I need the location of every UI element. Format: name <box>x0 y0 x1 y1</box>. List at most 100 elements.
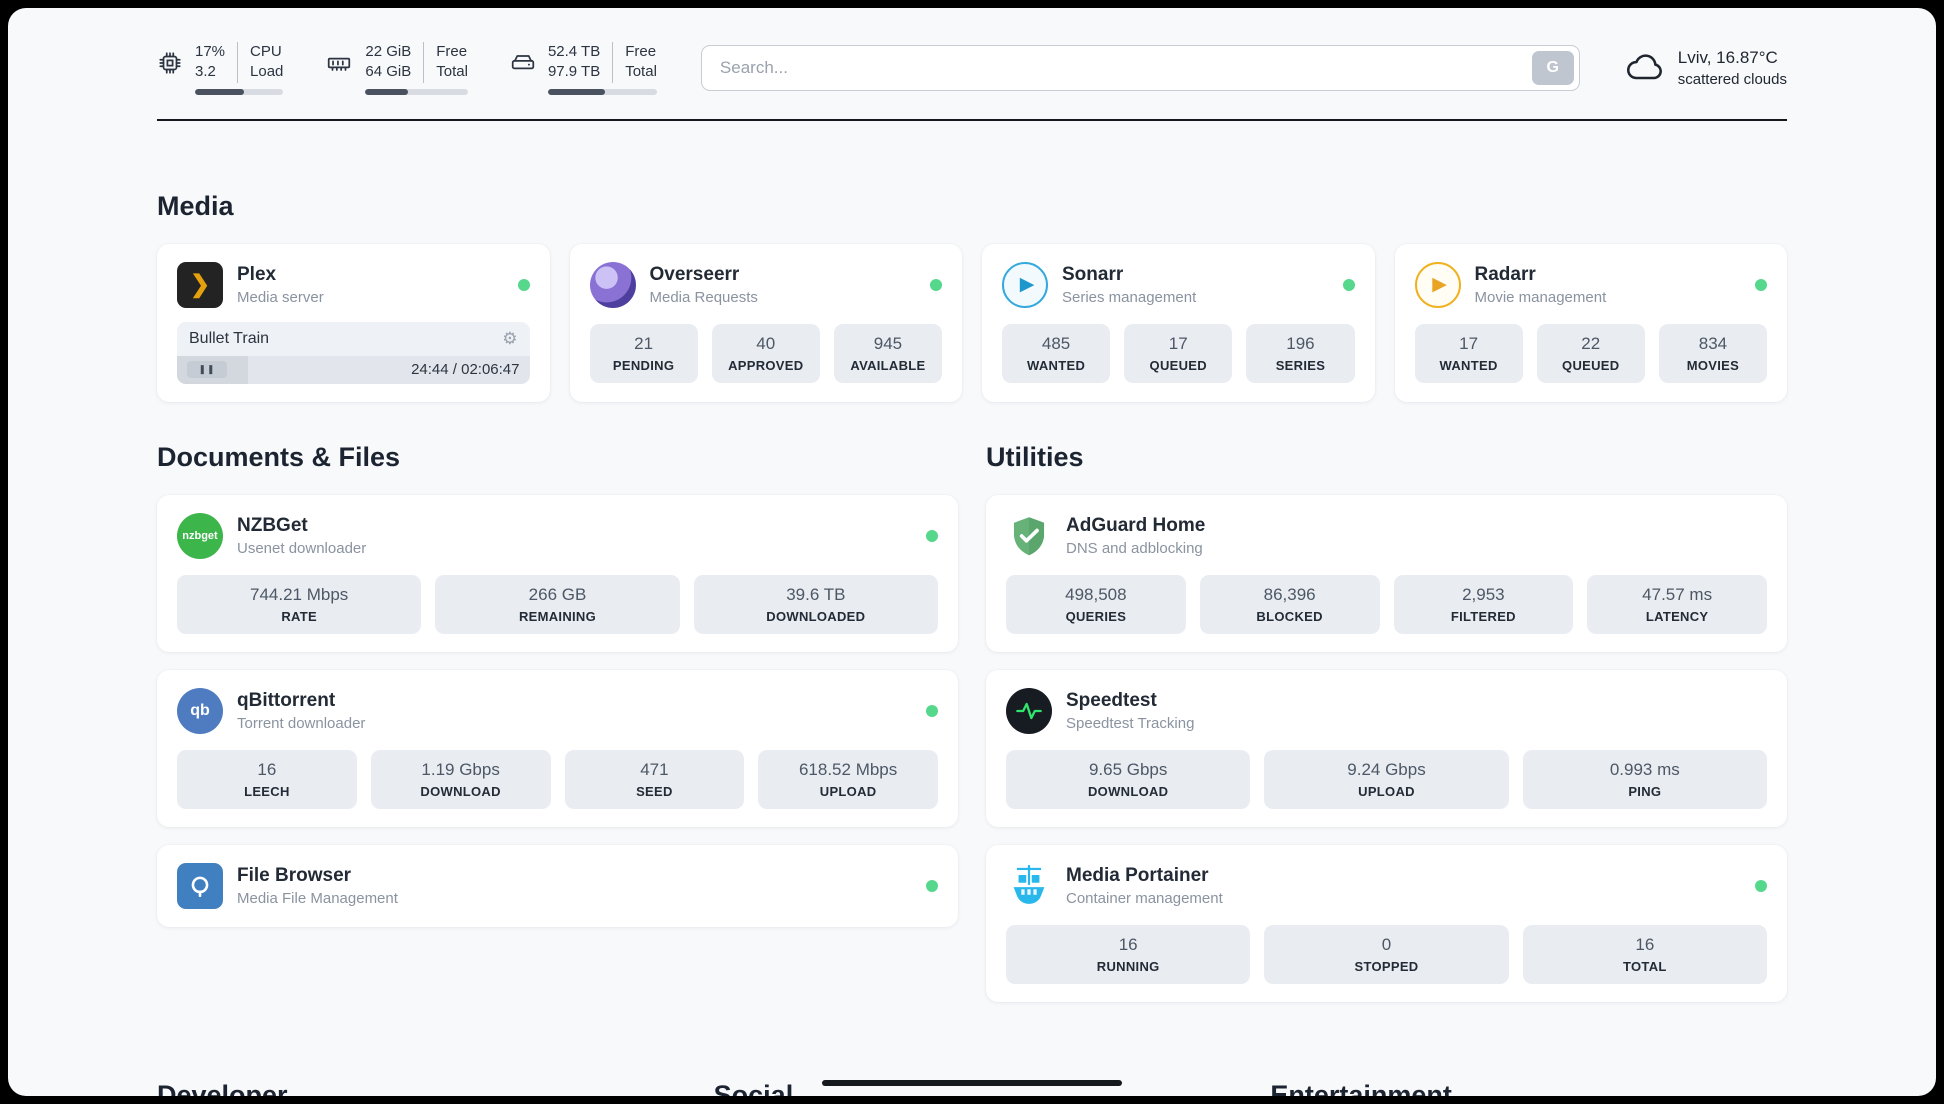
stat-upload: 9.24 Gbps UPLOAD <box>1264 749 1509 809</box>
stat-pending: 21 PENDING <box>589 323 698 383</box>
cpu-label-1: CPU <box>237 42 283 63</box>
home-indicator <box>822 1080 1122 1086</box>
stat-label: FILTERED <box>1450 608 1516 624</box>
stat-value: 945 <box>873 333 903 353</box>
stat-value: 498,508 <box>1065 584 1127 604</box>
cpu-progress-bar <box>195 88 284 95</box>
stat-upload: 618.52 Mbps UPLOAD <box>758 749 938 809</box>
stat-value: 16 <box>257 759 277 779</box>
search-input[interactable] <box>700 45 1580 92</box>
stat-label: LATENCY <box>1645 608 1709 624</box>
search-engine-button[interactable]: G <box>1531 51 1574 86</box>
utilities-section-title: Utilities <box>986 441 1084 472</box>
filebrowser-icon <box>177 862 223 909</box>
radarr-icon: ▶ <box>1414 261 1461 308</box>
entertainment-section-title: Entertainment <box>1270 1079 1452 1097</box>
stat-download: 1.19 Gbps DOWNLOAD <box>370 749 551 809</box>
app-name: File Browser <box>237 864 352 886</box>
app-name: Overseerr <box>649 263 740 285</box>
app-subtitle: Media File Management <box>237 889 398 907</box>
app-subtitle: Media server <box>237 288 324 306</box>
nzbget-icon: nzbget <box>177 512 223 559</box>
stat-value: 471 <box>640 759 669 779</box>
stat-label: MOVIES <box>1686 357 1740 373</box>
stat-value: 266 GB <box>528 584 587 604</box>
cpu-label-2: Load <box>237 62 283 83</box>
app-name: AdGuard Home <box>1066 514 1206 536</box>
gear-icon[interactable]: ⚙ <box>502 328 518 348</box>
media-grid: ❯ Plex Media server Bullet Train ⚙ ❚❚ <box>157 243 1787 402</box>
app-subtitle: Media Requests <box>649 288 758 306</box>
ram-total-value: 64 GiB <box>365 63 412 81</box>
app-name: NZBGet <box>237 514 308 536</box>
stat-approved: 40 APPROVED <box>711 323 820 383</box>
overseerr-icon <box>589 261 636 308</box>
stat-value: 2,953 <box>1462 584 1505 604</box>
sonarr-card[interactable]: ▶ Sonarr Series management 485 WANTED 17… <box>982 243 1375 402</box>
app-subtitle: Usenet downloader <box>237 539 367 557</box>
speedtest-card[interactable]: Speedtest Speedtest Tracking 9.65 Gbps D… <box>986 669 1787 827</box>
ram-progress-fill <box>365 88 409 95</box>
system-stats-group: 17% CPU 3.2 Load <box>157 42 657 95</box>
stat-label: PING <box>1628 783 1662 799</box>
app-subtitle: Speedtest Tracking <box>1066 714 1195 732</box>
header: 17% CPU 3.2 Load <box>157 8 1787 95</box>
stat-movies: 834 MOVIES <box>1658 323 1768 383</box>
stat-label: QUERIES <box>1065 608 1127 624</box>
documents-section-title: Documents & Files <box>157 441 401 472</box>
stat-ping: 0.993 ms PING <box>1522 749 1767 809</box>
app-name: Plex <box>237 263 277 285</box>
media-section-title: Media <box>157 190 234 221</box>
stat-wanted: 485 WANTED <box>1002 323 1111 383</box>
plex-card[interactable]: ❯ Plex Media server Bullet Train ⚙ ❚❚ <box>157 243 550 402</box>
stat-label: DOWNLOAD <box>420 783 501 799</box>
stat-label: UPLOAD <box>819 783 877 799</box>
cpu-percent: 17% <box>195 43 226 60</box>
filebrowser-card[interactable]: File Browser Media File Management <box>157 844 958 927</box>
stat-running: 16 RUNNING <box>1006 924 1251 984</box>
portainer-card[interactable]: Media Portainer Container management 16 … <box>986 844 1787 1002</box>
nzbget-card[interactable]: nzbget NZBGet Usenet downloader 744.21 M… <box>157 494 958 652</box>
stat-queued: 22 QUEUED <box>1536 323 1645 383</box>
ram-label-1: Free <box>423 42 468 63</box>
search-bar: G <box>700 45 1580 92</box>
entertainment-column: Entertainment YT YouTube youtube.com NF … <box>1270 1080 1787 1097</box>
stat-remaining: 266 GB REMAINING <box>435 574 680 634</box>
radarr-card[interactable]: ▶ Radarr Movie management 17 WANTED 22 Q… <box>1394 243 1787 402</box>
adguard-card[interactable]: AdGuard Home DNS and adblocking 498,508 … <box>986 494 1787 652</box>
social-section-title: Social <box>713 1079 794 1097</box>
app-subtitle: DNS and adblocking <box>1066 539 1203 557</box>
app-name: Media Portainer <box>1066 864 1209 886</box>
app-subtitle: Series management <box>1062 288 1197 306</box>
disk-progress-fill <box>547 88 605 95</box>
disk-widget: 52.4 TB Free 97.9 TB Total <box>510 42 657 95</box>
disk-label-1: Free <box>612 42 657 63</box>
stat-label: WANTED <box>1439 357 1498 373</box>
pause-button[interactable]: ❚❚ <box>187 361 227 378</box>
stat-wanted: 17 WANTED <box>1414 323 1523 383</box>
stat-label: RATE <box>281 608 317 624</box>
stat-available: 945 AVAILABLE <box>833 323 943 383</box>
stat-seed: 471 SEED <box>564 749 745 809</box>
ram-progress-bar <box>365 88 468 95</box>
header-divider <box>157 118 1787 121</box>
cpu-widget: 17% CPU 3.2 Load <box>157 42 284 95</box>
stat-label: QUEUED <box>1562 357 1620 373</box>
ram-label-2: Total <box>423 62 468 83</box>
stat-value: 0.993 ms <box>1609 759 1680 779</box>
weather-location-temp: Lviv, 16.87°C <box>1677 47 1778 67</box>
stat-value: 744.21 Mbps <box>250 584 349 604</box>
stat-label: STOPPED <box>1354 958 1419 974</box>
overseerr-card[interactable]: Overseerr Media Requests 21 PENDING 40 A… <box>569 243 962 402</box>
stat-leech: 16 LEECH <box>177 749 357 809</box>
speedtest-icon <box>1006 687 1052 734</box>
stat-value: 16 <box>1118 934 1138 954</box>
app-subtitle: Movie management <box>1474 288 1607 306</box>
stat-label: WANTED <box>1027 357 1086 373</box>
utilities-column: Utilities <box>986 442 1787 1002</box>
qbittorrent-card[interactable]: qb qBittorrent Torrent downloader 16 LEE… <box>157 669 958 827</box>
stat-value: 0 <box>1381 934 1392 954</box>
plex-seekbar[interactable]: ❚❚ 24:44 / 02:06:47 <box>177 355 530 384</box>
weather-widget: Lviv, 16.87°C scattered clouds <box>1624 47 1787 90</box>
documents-column: Documents & Files nzbget NZBGet Usenet d… <box>157 442 958 1002</box>
